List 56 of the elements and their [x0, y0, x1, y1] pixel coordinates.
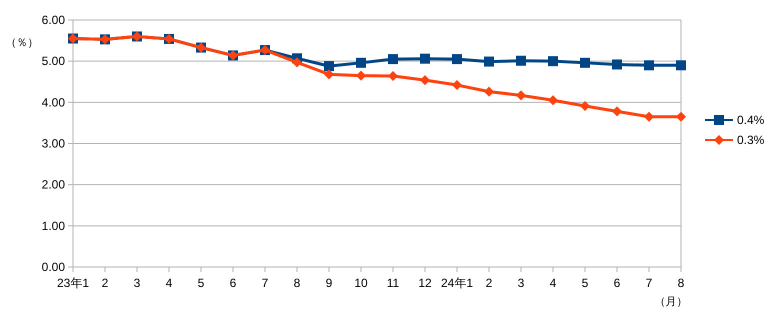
point	[612, 106, 622, 116]
point	[356, 70, 366, 81]
point	[580, 101, 590, 112]
x-tick-label: 8	[678, 276, 685, 290]
point	[516, 90, 526, 100]
point	[324, 69, 334, 80]
y-tick-label: 1.00	[42, 218, 66, 233]
point	[292, 57, 302, 68]
x-tick-label: 24年1	[440, 276, 474, 290]
x-tick-label: 4	[550, 276, 557, 290]
point	[548, 95, 558, 106]
point	[356, 58, 366, 68]
point	[516, 56, 526, 66]
x-tick-label: 8	[294, 276, 301, 290]
x-tick-label: 5	[582, 276, 589, 290]
point	[484, 56, 494, 67]
x-axis-title: （月）	[654, 296, 688, 308]
x-tick-label: 3	[134, 276, 141, 290]
legend-label: 0.4%	[737, 113, 765, 127]
x-tick-label: 9	[326, 276, 333, 290]
x-tick-label: 10	[354, 276, 368, 290]
x-tick-label: 4	[166, 276, 173, 290]
point	[580, 58, 590, 68]
x-tick-label: 3	[518, 276, 525, 290]
y-tick-label: 3.00	[42, 136, 66, 150]
point	[452, 80, 462, 90]
y-axis-title: （％）	[6, 37, 38, 49]
y-tick-label: 4.00	[42, 95, 66, 110]
x-tick-label: 6	[230, 276, 237, 290]
y-tick-label: 2.00	[42, 178, 66, 192]
point	[612, 59, 622, 70]
point	[420, 54, 430, 64]
x-tick-label: 11	[386, 276, 400, 290]
x-tick-label: 2	[486, 276, 493, 290]
x-tick-label: 6	[614, 276, 621, 290]
point	[676, 112, 686, 122]
point	[644, 112, 654, 122]
point	[484, 86, 494, 97]
point	[324, 61, 334, 72]
point	[452, 54, 462, 64]
x-tick-label: 12	[418, 276, 432, 290]
x-tick-label: 5	[198, 276, 205, 290]
point	[388, 70, 398, 81]
x-tick-label: 23年1	[56, 276, 90, 290]
x-tick-label: 7	[262, 276, 269, 290]
legend-label: 0.3%	[737, 133, 765, 147]
point	[548, 56, 558, 66]
y-tick-label: 6.00	[42, 13, 66, 27]
y-tick-label: 5.00	[42, 54, 66, 68]
y-tick-label: 0.00	[42, 260, 66, 274]
point	[644, 60, 654, 70]
point	[676, 60, 686, 70]
point	[388, 54, 398, 64]
x-tick-label: 7	[646, 276, 653, 290]
x-tick-label: 2	[102, 276, 109, 290]
point	[420, 75, 430, 86]
